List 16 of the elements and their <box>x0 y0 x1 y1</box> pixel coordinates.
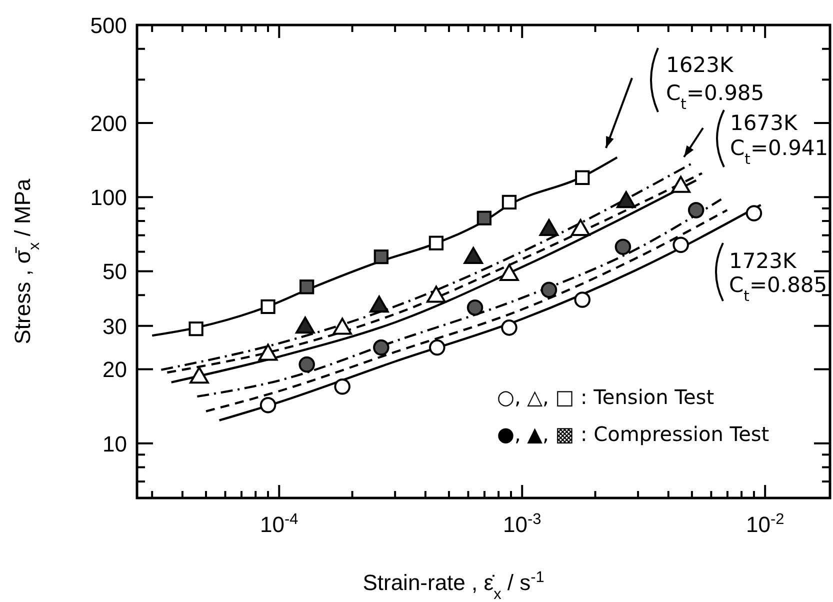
y-tick-label: 100 <box>90 185 127 210</box>
annotation: 1723K C$_{t}$=0.885 <box>729 249 828 304</box>
x-tick-label: 10$^{-4}$ <box>260 510 299 537</box>
x-axis-title: Strain-rate , ε̇$_{x}$ / s$^{-1}$ <box>362 568 544 602</box>
y-tick-label: 20 <box>102 357 127 382</box>
x-tick-label: 10$^{-2}$ <box>746 510 784 537</box>
annotation: 1623K C$_{t}$=0.985 <box>666 53 764 112</box>
y-tick-label: 10 <box>102 431 127 456</box>
y-tick-label: 30 <box>102 314 127 339</box>
annotation: ●, ▲, ▩ : Compression Test <box>497 422 770 446</box>
annotation: ○, △, □ : Tension Test <box>497 385 714 409</box>
x-tick-label: 10$^{-3}$ <box>503 510 542 537</box>
y-tick-label: 200 <box>90 110 127 136</box>
y-tick-label: 50 <box>102 259 127 284</box>
annotation: 1673K C$_{t}$=0.941 <box>730 111 828 168</box>
y-tick-label: 500 <box>90 13 127 38</box>
